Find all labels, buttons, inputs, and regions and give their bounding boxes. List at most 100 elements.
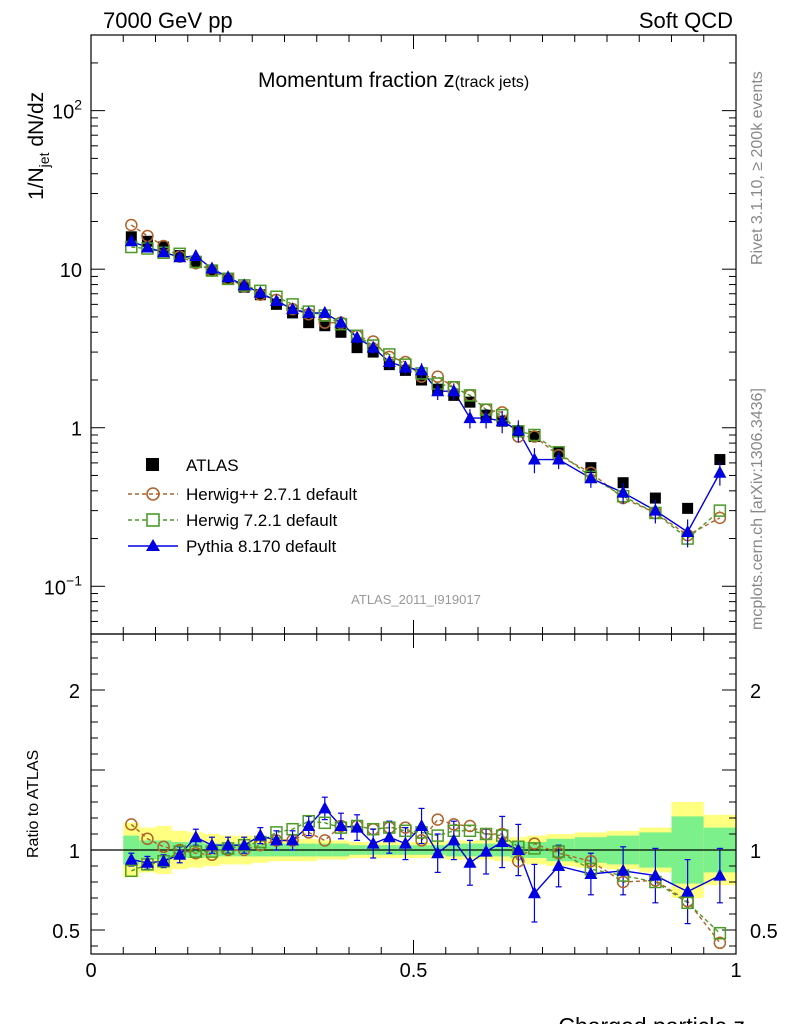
point-pythia [237,278,251,291]
ratio-point-herwig7 [681,896,694,910]
data-point-atlas [303,317,315,329]
ratio-point-pythia [350,820,364,833]
point-herwig7 [713,504,727,517]
legend-label-herwigpp: Herwig++ 2.7.1 default [186,485,357,504]
ratio-point-pythia [221,838,235,851]
point-pythia [221,270,235,283]
point-pythia [173,250,187,263]
point-pythia [584,471,598,484]
point-pythia [648,503,662,516]
ratio-point-pythia [334,819,348,831]
ratio-point-herwig7 [366,822,380,836]
series-herwigpp-line [130,224,721,537]
y-tick-label-ratio: 2 [69,681,80,703]
data-point-atlas [335,326,347,338]
ratio-point-pythia [398,836,412,849]
point-pythia [253,285,267,298]
point-pythia [334,315,348,328]
ratio-point-herwig7 [479,827,493,841]
legend-marker-herwig7 [146,513,160,527]
data-point-atlas [649,492,661,504]
legend: ATLAS Herwig++ 2.7.1 default Herwig 7.2.… [128,456,357,556]
ratio-point-herwig7 [318,816,332,830]
ratio-point-pythia [253,828,267,841]
ratio-point-pythia [286,833,300,846]
point-pythia [269,294,283,307]
point-pythia [205,261,219,274]
point-pythia [189,249,203,262]
ratio-point-pythia [431,846,445,859]
ratio-point-herwigpp [125,818,138,831]
analysis-label: ATLAS_2011_I919017 [351,592,481,607]
mcplots-credit: mcplots.cern.ch [arXiv:1306.3436] [749,388,766,630]
y-tick-label-main: 10 [60,260,82,282]
point-herwigpp [713,511,727,525]
data-point-atlas [190,255,202,267]
point-pythia [157,245,171,258]
y-axis-label-main: 1/Njet dN/dz [25,92,52,200]
ratio-point-pythia [447,833,461,846]
x-tick-label: 0.5 [400,960,428,982]
legend-marker-atlas [146,458,159,471]
x-tick-label: 0 [85,960,96,982]
ratio-point-pythia [552,859,566,871]
point-pythia [366,340,380,353]
y-tick-label-main: 102 [52,97,82,124]
ratio-point-pythia [713,868,727,881]
point-pythia [447,384,461,397]
data-point-atlas [682,502,694,514]
point-pythia [713,465,727,478]
ratio-point-herwigpp [512,854,525,868]
data-point-atlas [714,454,726,466]
ratio-point-pythia [302,819,316,831]
point-pythia [495,414,509,427]
point-pythia [382,354,396,367]
ratio-point-pythia [511,843,525,855]
point-pythia [511,423,525,436]
y-tick-label-main: 1 [71,419,82,441]
ratio-frame [90,633,737,955]
x-axis-label: Charged particle z [558,1013,745,1024]
rivet-version: Rivet 3.1.10, ≥ 200k events [749,71,766,265]
data-point-atlas [464,396,476,408]
point-herwig7 [463,389,477,402]
y-tick-label-main: 10−1 [44,572,82,599]
y-tick-label-ratio-right: 2 [750,681,761,703]
chart-title-text: Momentum fraction [258,69,438,92]
ratio-point-pythia [479,844,493,857]
point-pythia [479,411,493,424]
point-herwigpp [125,218,138,232]
point-pythia [415,363,429,376]
point-pythia [431,384,445,397]
ratio-point-pythia [648,868,662,881]
ratio-point-herwigpp [431,813,444,826]
point-pythia [124,234,138,247]
point-pythia [286,302,300,315]
ratio-point-herwig7 [713,926,727,940]
data-point-atlas [617,477,629,489]
point-pythia [681,524,695,537]
y-tick-label-ratio: 1 [69,841,80,863]
ratio-point-pythia [205,838,219,851]
ratio-point-herwigpp [584,854,598,868]
y-axis-label-main-base: 1/N [25,167,48,200]
y-tick-label-ratio-right: 1 [750,841,761,863]
legend-marker-pythia [146,539,160,551]
ratio-point-herwig7 [552,845,565,858]
ratio-point-pythia [173,847,187,860]
ratio-point-herwig7 [463,824,477,838]
ratio-point-pythia [157,854,171,867]
ratio-point-herwigpp [447,818,461,831]
ratio-point-pythia [269,833,283,846]
ratio-point-herwig7 [125,864,138,878]
ratio-point-herwigpp [713,936,727,950]
y-axis-label-ratio: Ratio to ATLAS [25,750,42,858]
point-pythia [302,305,316,318]
ratio-point-pythia [124,852,138,865]
point-pythia [527,452,541,465]
ratio-point-pythia [415,819,429,831]
ratio-herwig7-line [131,820,721,934]
ratio-point-pythia [382,830,396,843]
y-tick-label-ratio: 0.5 [52,921,80,943]
